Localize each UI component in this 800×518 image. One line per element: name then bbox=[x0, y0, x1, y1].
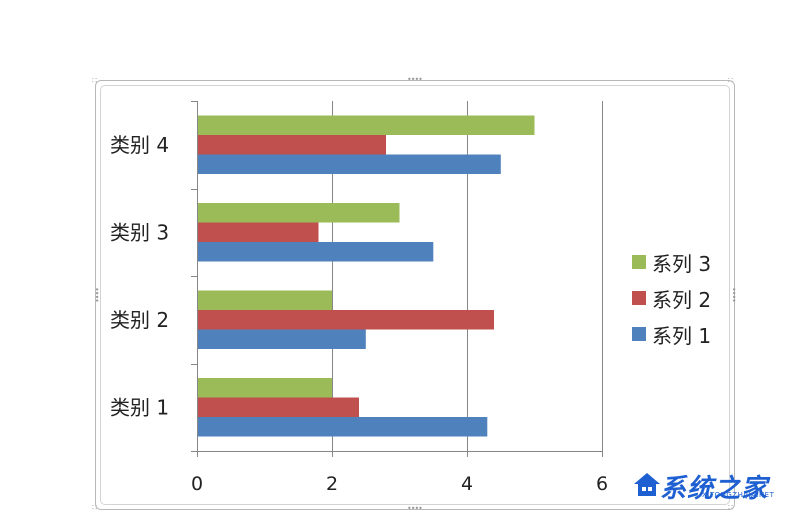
bar-series-3-category-4 bbox=[197, 115, 535, 135]
house-logo-icon bbox=[634, 473, 660, 496]
category-label: 类别 1 bbox=[110, 395, 169, 419]
bar-series-1-category-1 bbox=[197, 417, 488, 437]
x-tick-label: 0 bbox=[191, 473, 203, 495]
legend-swatch-series-3 bbox=[632, 255, 646, 269]
resize-handle-bottom[interactable]: •••• bbox=[407, 504, 423, 513]
watermark-url-text: XITONGZHIJIA.NET bbox=[702, 491, 775, 499]
resize-handle-left[interactable]: •••• bbox=[92, 287, 101, 302]
axes bbox=[191, 101, 603, 457]
bar-series-2-category-2 bbox=[197, 310, 494, 330]
chart-inner-border bbox=[100, 85, 730, 505]
legend-label-series-3: 系列 3 bbox=[652, 251, 712, 276]
category-label: 类别 3 bbox=[110, 220, 169, 244]
bar-series-3-category-2 bbox=[197, 290, 332, 310]
legend-swatch-series-2 bbox=[632, 291, 646, 305]
resize-handle-top[interactable]: •••• bbox=[407, 75, 423, 84]
resize-handle-right[interactable]: •••• bbox=[729, 287, 738, 302]
bar-series-2-category-3 bbox=[197, 222, 319, 242]
x-tick-label: 2 bbox=[326, 473, 338, 495]
resize-handle-bottom-left[interactable]: ∷ bbox=[92, 503, 97, 512]
legend-swatch-series-1 bbox=[632, 327, 646, 341]
legend-item-series-2: 系列 2 bbox=[632, 280, 732, 316]
axis-labels: 0 2 4 6 类别 1 类别 2 类别 3 类别 4 bbox=[110, 133, 608, 495]
bar-series-3-category-3 bbox=[197, 203, 400, 223]
resize-handle-bottom-right[interactable]: ∷ bbox=[728, 503, 733, 512]
legend-item-series-3: 系列 3 bbox=[632, 244, 732, 280]
resize-handle-top-right[interactable]: ∷ bbox=[728, 76, 733, 85]
legend-label-series-2: 系列 2 bbox=[652, 287, 712, 312]
bar-series-1-category-2 bbox=[197, 329, 366, 349]
bar-series-1-category-3 bbox=[197, 242, 434, 262]
legend-label-series-1: 系列 1 bbox=[652, 323, 712, 348]
category-label: 类别 2 bbox=[110, 308, 169, 332]
category-label: 类别 4 bbox=[110, 133, 169, 157]
watermark-brand-text: 系统之家 bbox=[660, 474, 769, 504]
bar-series-1-category-4 bbox=[197, 154, 501, 174]
bar-series-2-category-4 bbox=[197, 135, 386, 155]
x-tick-label: 4 bbox=[461, 473, 473, 495]
bar-series-2-category-1 bbox=[197, 397, 359, 417]
legend-item-series-1: 系列 1 bbox=[632, 316, 732, 352]
resize-handle-top-left[interactable]: ∷ bbox=[92, 76, 97, 85]
legend[interactable]: 系列 3 系列 2 系列 1 bbox=[632, 244, 732, 352]
bars bbox=[197, 115, 535, 437]
watermark-logo: 系统之家 XITONGZHIJIA.NET bbox=[632, 468, 792, 504]
x-tick-label: 6 bbox=[596, 473, 608, 495]
bar-series-3-category-1 bbox=[197, 378, 332, 398]
